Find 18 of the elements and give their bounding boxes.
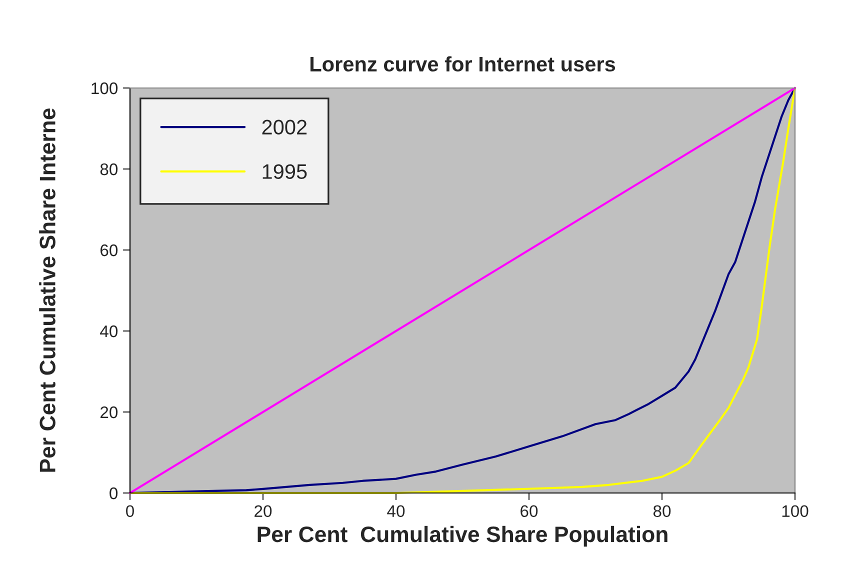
y-tick-label: 20	[100, 406, 118, 418]
chart-title: Lorenz curve for Internet users	[310, 56, 616, 72]
x-tick-label: 40	[387, 505, 405, 518]
y-axis-title: Per Cent Cumulative Share Interne	[39, 108, 56, 472]
y-tick-label: 80	[100, 163, 118, 176]
x-tick-label: 0	[126, 505, 134, 518]
legend-label: 1995	[262, 164, 307, 179]
y-tick-label: 0	[110, 487, 118, 500]
x-axis-title: Per Cent Cumulative Share Population	[258, 526, 668, 547]
y-tick-label: 40	[100, 325, 118, 338]
y-tick-label: 100	[92, 82, 118, 94]
legend-label: 2002	[262, 120, 307, 135]
x-tick-label: 80	[653, 505, 671, 518]
x-tick-label: 60	[520, 505, 538, 518]
line-series	[128, 86, 796, 494]
y-tick-label: 60	[100, 244, 118, 256]
x-tick-label: 100	[782, 505, 808, 518]
x-tick-label: 20	[254, 505, 272, 518]
